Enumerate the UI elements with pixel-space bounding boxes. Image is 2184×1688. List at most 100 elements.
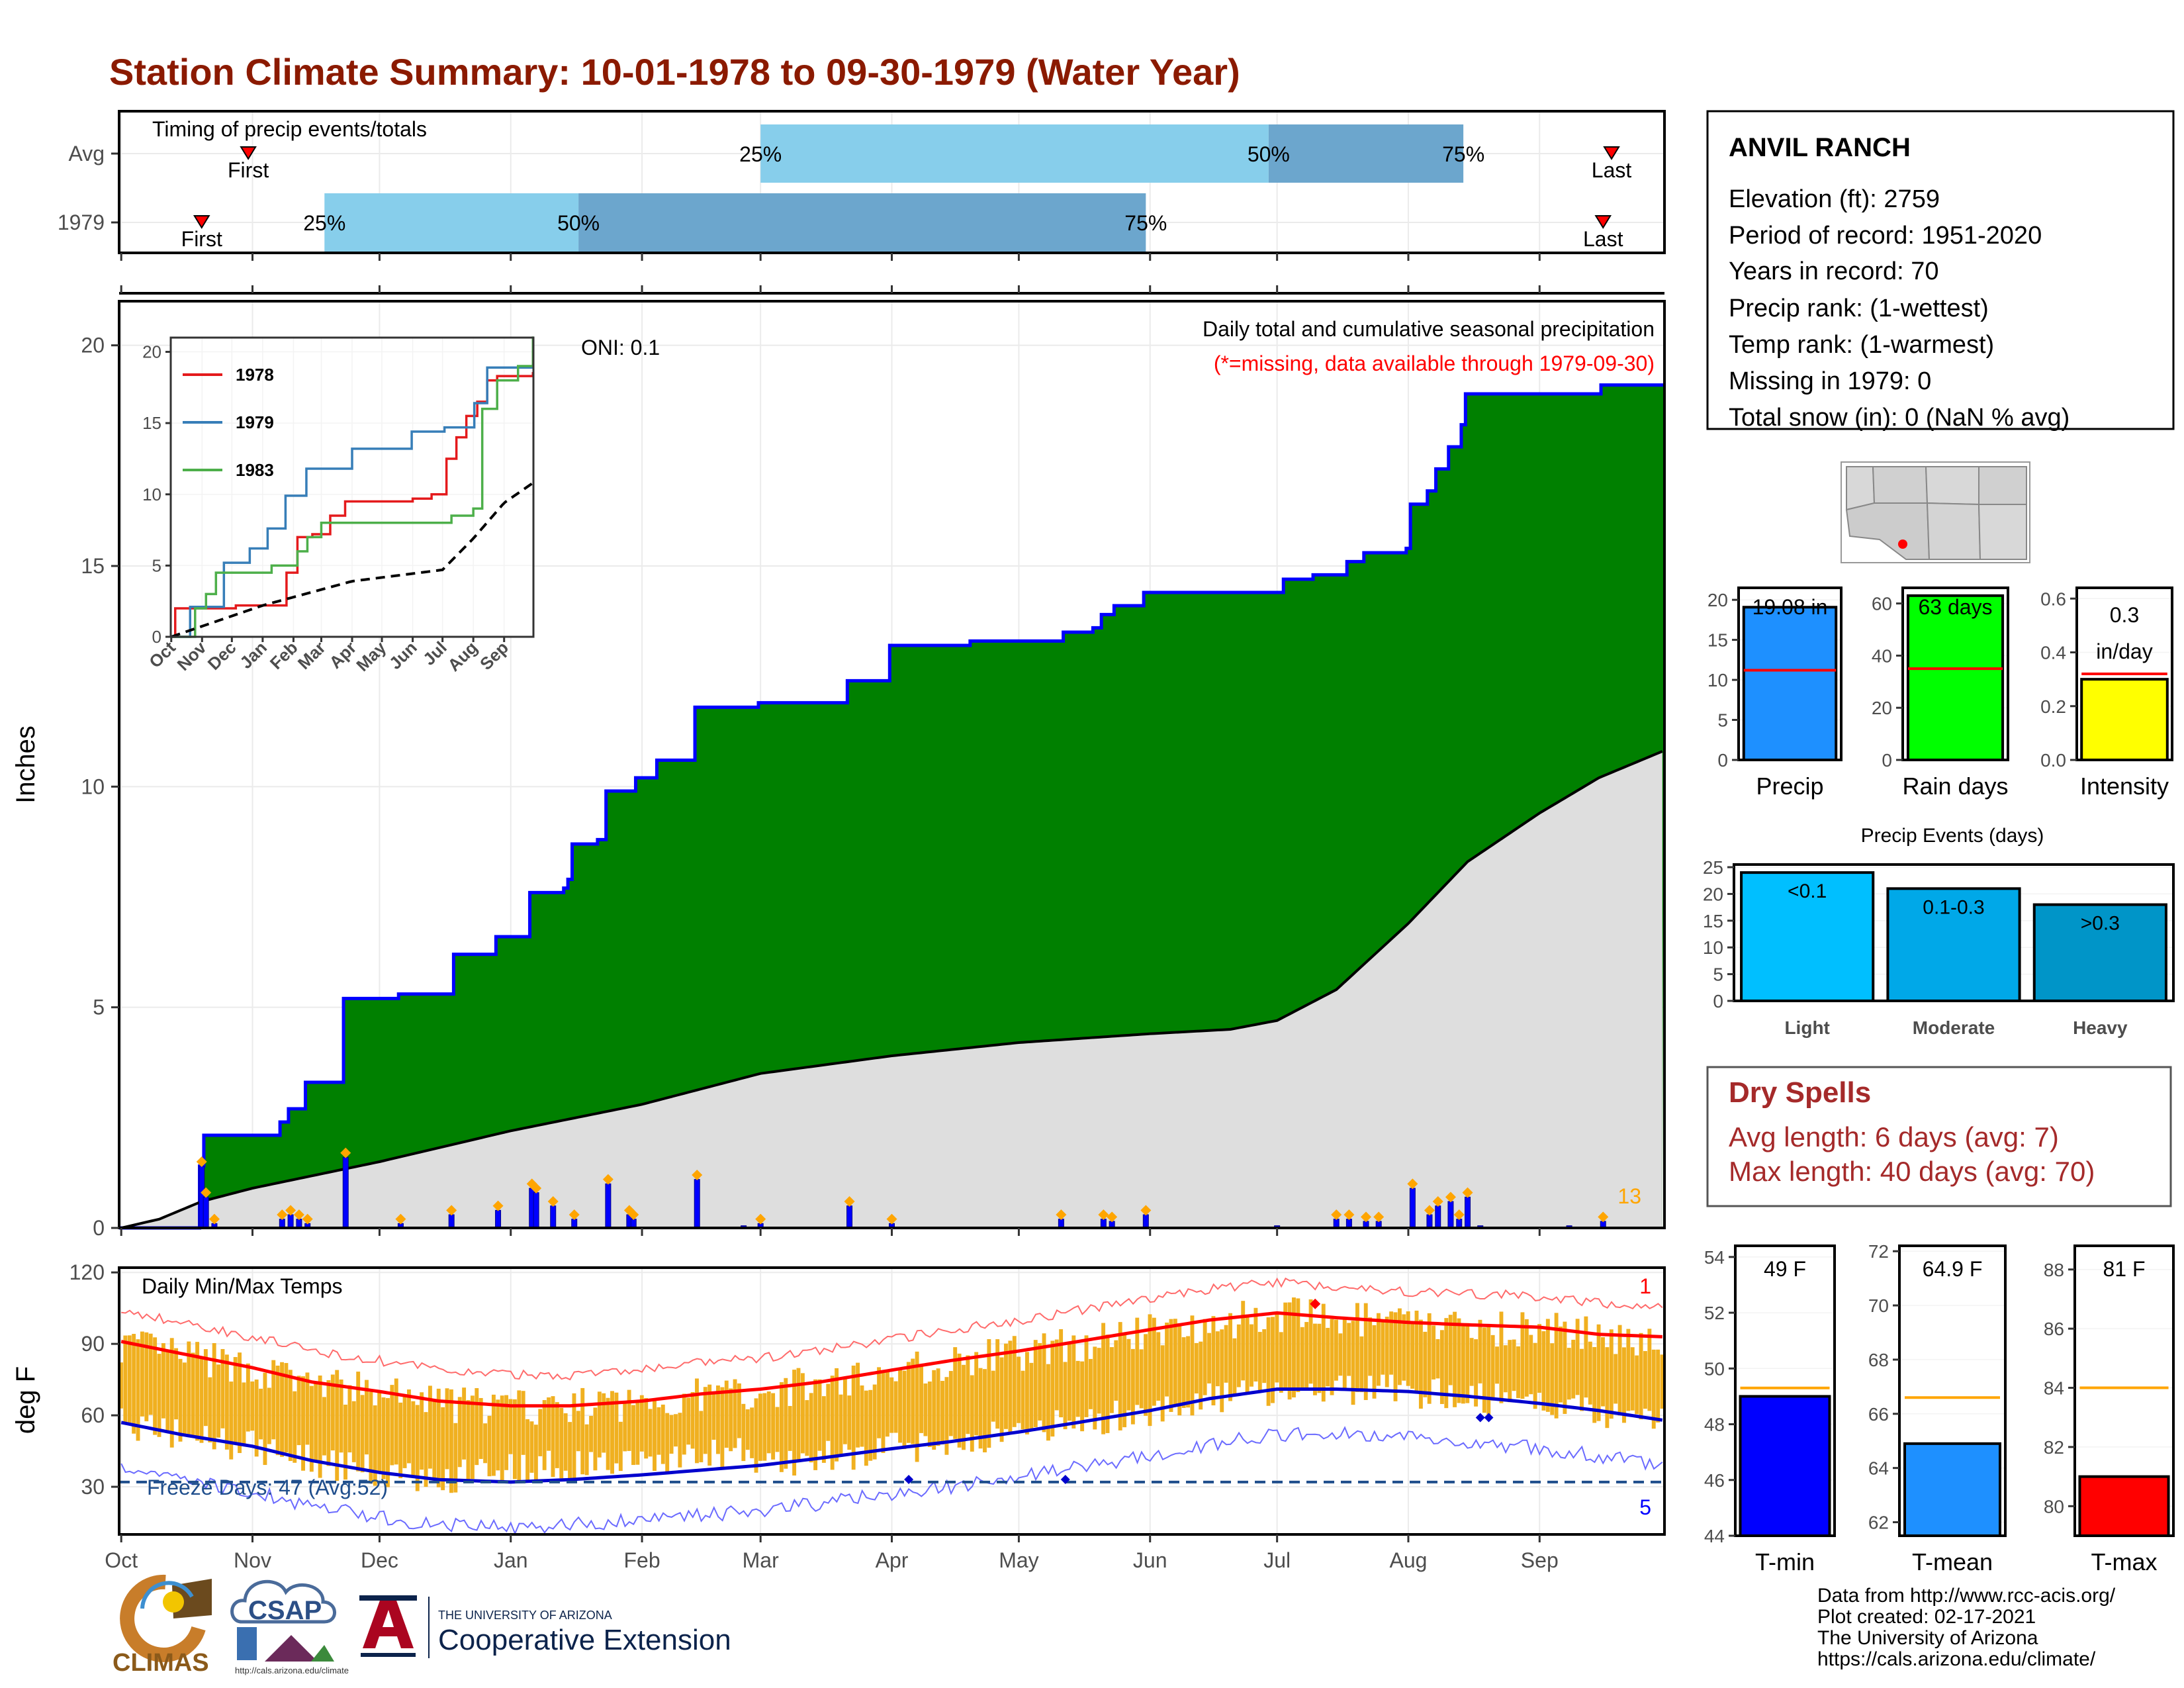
daily-precip-bar xyxy=(203,1196,209,1229)
daily-temp-bar xyxy=(428,1385,432,1469)
daily-temp-bar xyxy=(1105,1335,1110,1433)
daily-temp-bar xyxy=(1588,1341,1592,1405)
daily-temp-bar xyxy=(309,1385,314,1472)
daily-temp-bar xyxy=(169,1338,174,1448)
precip-count-label: 13 xyxy=(1617,1184,1641,1208)
events-value-label: >0.3 xyxy=(2081,913,2120,935)
daily-temp-bar xyxy=(1326,1327,1330,1387)
daily-temp-bar xyxy=(711,1391,716,1440)
summary-category-label: T-mean xyxy=(1912,1548,1993,1575)
precip-y-axis-label: Inches xyxy=(11,726,40,804)
daily-temp-bar xyxy=(1054,1339,1059,1411)
daily-temp-bar xyxy=(203,1349,208,1427)
daily-temp-bar xyxy=(377,1391,382,1474)
daily-precip-bar xyxy=(448,1214,455,1229)
daily-temp-bar xyxy=(877,1367,881,1438)
daily-temp-bar xyxy=(1304,1322,1309,1388)
daily-temp-bar xyxy=(885,1370,889,1437)
daily-temp-bar xyxy=(1063,1362,1068,1430)
daily-temp-bar xyxy=(856,1362,860,1448)
inset-legend-label: 1978 xyxy=(236,365,274,385)
month-tick-label: Apr xyxy=(876,1548,909,1572)
daily-temp-bar xyxy=(483,1423,488,1464)
month-tick-label: Aug xyxy=(1389,1548,1427,1572)
summary-value-label: 19.08 in xyxy=(1752,595,1828,619)
summary-bar xyxy=(1906,594,2005,761)
timing-title: Timing of precip events/totals xyxy=(152,117,427,141)
daily-precip-marker xyxy=(692,1170,703,1180)
daily-temp-bar xyxy=(127,1335,132,1423)
daily-precip-marker xyxy=(1462,1187,1473,1198)
daily-temp-bar xyxy=(639,1395,644,1452)
station-line: Precip rank: (1-wettest) xyxy=(1729,295,1989,322)
daily-temp-bar xyxy=(1101,1323,1106,1434)
daily-temp-bar xyxy=(559,1407,564,1479)
daily-temp-bar xyxy=(174,1348,179,1420)
daily-temp-bar xyxy=(1004,1343,1008,1429)
daily-temp-bar xyxy=(682,1393,686,1455)
daily-temp-bar xyxy=(1215,1331,1220,1387)
daily-temp-bar xyxy=(318,1375,322,1478)
events-category-label: Heavy xyxy=(2073,1017,2128,1038)
daily-temp-bar xyxy=(462,1387,467,1460)
station-name: ANVIL RANCH xyxy=(1729,133,1911,162)
summary-category-label: T-max xyxy=(2091,1548,2157,1575)
daily-temp-bar xyxy=(1330,1319,1334,1395)
daily-temp-bar xyxy=(1453,1311,1457,1407)
daily-temp-bar xyxy=(1160,1345,1165,1422)
daily-temp-bar xyxy=(987,1339,991,1448)
daily-temp-bar xyxy=(893,1381,898,1433)
daily-temp-bar xyxy=(999,1357,1004,1442)
summary-y-tick-label: 0.4 xyxy=(2040,643,2066,663)
daily-temp-bar xyxy=(347,1385,352,1453)
summary-value-label: 63 days xyxy=(1918,595,1992,619)
daily-temp-bar xyxy=(1271,1317,1275,1403)
daily-temp-bar xyxy=(436,1388,441,1487)
daily-temp-bar xyxy=(1605,1347,1610,1429)
daily-temp-bar xyxy=(275,1366,280,1456)
daily-temp-bar xyxy=(1338,1333,1343,1376)
timing-percent-label: 25% xyxy=(303,211,345,235)
events-y-tick-label: 15 xyxy=(1703,911,1723,931)
daily-temp-bar xyxy=(576,1411,580,1452)
summary-frame xyxy=(1734,1244,1836,1537)
daily-temp-bar xyxy=(1651,1349,1656,1429)
summary-y-tick-label: 5 xyxy=(1717,710,1728,731)
daily-temp-bar xyxy=(597,1391,602,1458)
daily-temp-bar xyxy=(1478,1319,1482,1383)
daily-precip-marker xyxy=(492,1200,504,1211)
daily-temp-bar xyxy=(157,1354,161,1437)
daily-precip-marker xyxy=(196,1156,207,1167)
daily-temp-bar xyxy=(1486,1324,1491,1415)
daily-temp-bar xyxy=(644,1398,649,1459)
daily-temp-bar xyxy=(238,1352,242,1454)
inset-y-tick-label: 20 xyxy=(142,342,161,362)
daily-temp-bar xyxy=(1406,1311,1410,1386)
station-line: Missing in 1979: 0 xyxy=(1729,367,1931,395)
daily-temp-bar xyxy=(478,1397,483,1459)
daily-temp-bar xyxy=(1524,1319,1529,1397)
summary-value-label: 81 F xyxy=(2103,1257,2145,1281)
daily-temp-bar xyxy=(1614,1354,1618,1404)
daily-precip-marker xyxy=(1331,1209,1342,1220)
daily-precip-bar xyxy=(1142,1214,1149,1229)
daily-temp-bar xyxy=(805,1400,809,1456)
daily-temp-bar xyxy=(521,1391,525,1455)
daily-temp-bar xyxy=(1250,1324,1253,1387)
daily-temp-bar xyxy=(187,1341,191,1438)
daily-temp-bar xyxy=(263,1372,267,1466)
daily-precip-bar xyxy=(1465,1196,1471,1229)
daily-temp-bar xyxy=(1287,1302,1292,1400)
events-title: Precip Events (days) xyxy=(1861,825,2044,847)
daily-temp-bar xyxy=(420,1392,424,1470)
daily-temp-bar xyxy=(153,1337,158,1435)
timing-percent-label: 75% xyxy=(1124,211,1167,235)
daily-temp-bar xyxy=(1559,1326,1563,1403)
timing-bar-50-75 xyxy=(1268,124,1464,183)
daily-temp-bar xyxy=(635,1402,640,1465)
daily-precip-marker xyxy=(1407,1178,1418,1190)
daily-temp-bar xyxy=(1474,1339,1479,1407)
daily-temp-bar xyxy=(1537,1324,1541,1393)
daily-temp-bar xyxy=(809,1393,813,1463)
summary-y-tick-label: 80 xyxy=(2044,1496,2064,1517)
